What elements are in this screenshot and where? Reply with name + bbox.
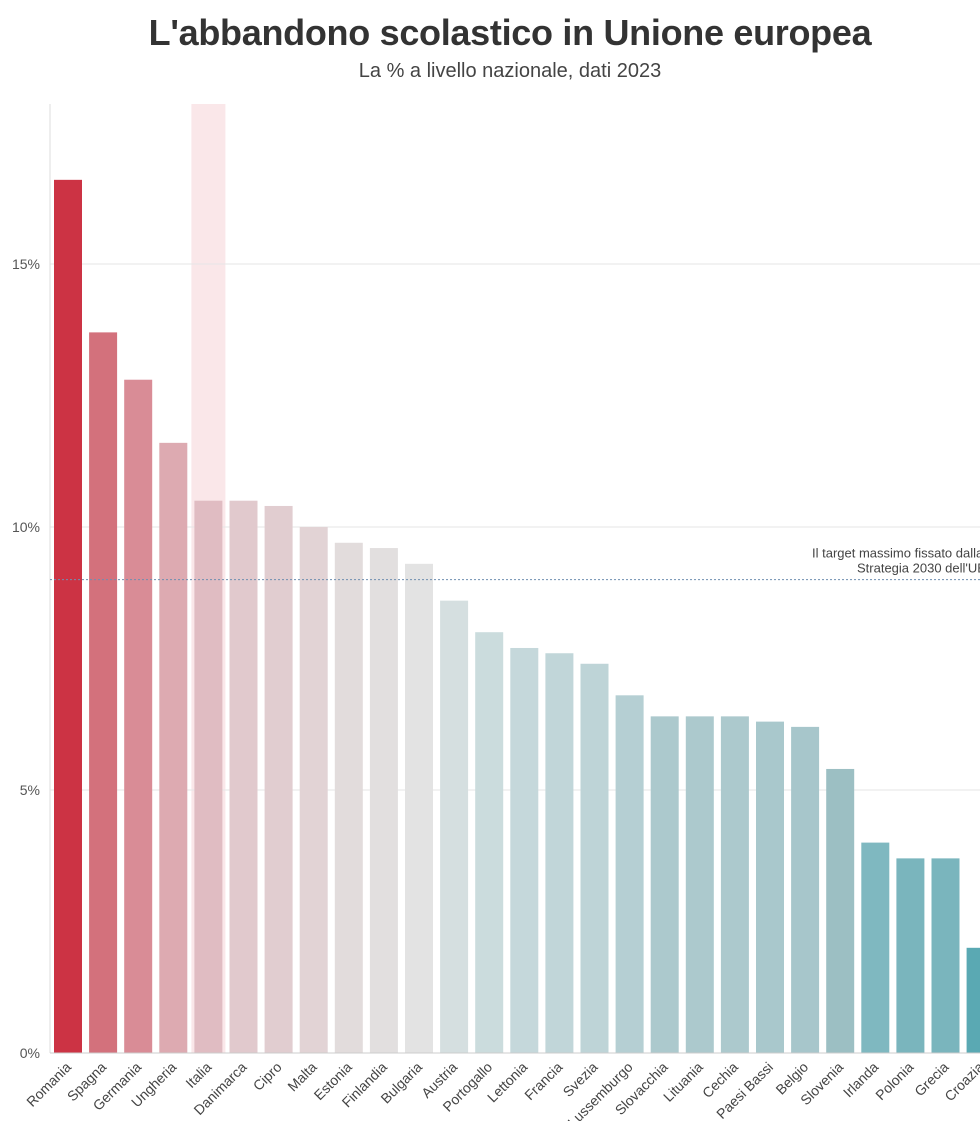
chart-subtitle: La % a livello nazionale, dati 2023 — [358, 60, 662, 82]
target-annotation-line1: Il target massimo fissato dalla — [812, 546, 980, 561]
bar — [159, 442, 188, 1054]
bar — [826, 768, 855, 1053]
y-tick-label: 5% — [20, 782, 40, 798]
bar — [510, 647, 539, 1053]
bar — [405, 563, 433, 1053]
target-annotation-line2: Strategia 2030 dell'UE — [857, 561, 980, 576]
bar — [720, 716, 749, 1053]
x-tick-label: Lituania — [660, 1059, 706, 1105]
bar — [440, 600, 469, 1053]
bar — [966, 947, 980, 1053]
y-tick-label: 15% — [12, 256, 40, 272]
x-tick-label: Croazia — [941, 1059, 980, 1105]
bar — [369, 548, 398, 1053]
x-tick-label: Polonia — [872, 1059, 916, 1103]
bar — [685, 716, 714, 1053]
bar — [124, 379, 153, 1054]
bar — [756, 721, 784, 1053]
bar — [264, 505, 293, 1054]
bar — [791, 726, 820, 1053]
bar — [861, 842, 890, 1053]
x-tick-label: Romania — [23, 1059, 74, 1110]
bar — [194, 500, 223, 1053]
bar — [896, 858, 925, 1053]
y-tick-label: 10% — [12, 519, 40, 535]
bar — [650, 716, 679, 1053]
bar — [299, 527, 328, 1053]
bar — [545, 653, 574, 1053]
y-tick-label: 0% — [20, 1045, 40, 1061]
bar — [615, 695, 644, 1053]
bar — [54, 179, 82, 1054]
bar — [475, 632, 504, 1053]
x-tick-label: Lettonia — [484, 1059, 531, 1106]
chart-title: L'abbandono scolastico in Unione europea — [148, 12, 872, 53]
bar — [580, 663, 609, 1053]
bar — [89, 332, 118, 1053]
x-tick-label: Francia — [521, 1059, 565, 1103]
bar — [334, 542, 363, 1053]
bar — [229, 500, 258, 1053]
x-tick-label: Cipro — [250, 1059, 285, 1094]
bar — [931, 858, 960, 1053]
